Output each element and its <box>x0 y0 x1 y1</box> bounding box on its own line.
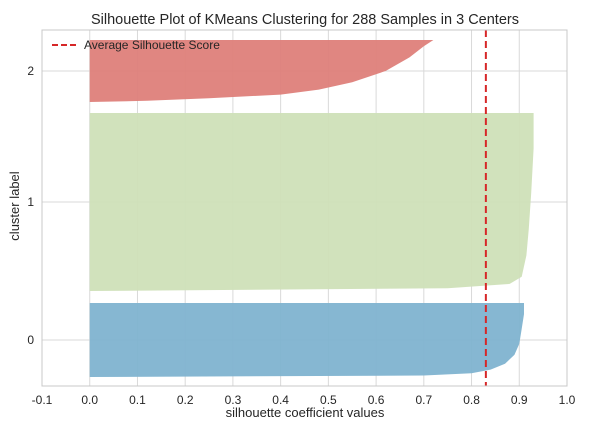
x-tick-label: 1.0 <box>559 393 576 407</box>
x-tick-label: 0.3 <box>225 393 242 407</box>
plot-border <box>41 29 568 387</box>
x-tick-label: 0.1 <box>129 393 146 407</box>
silhouette-cluster-0 <box>89 303 524 377</box>
plot-area: -0.1 0.0 0.1 0.2 0.3 0.4 0.5 0.6 0.7 0.8 0.9 1.0 0 1 2… <box>27 29 576 407</box>
x-axis-title: silhouette coefficient values <box>226 405 385 420</box>
legend-label: Average Silhouette Score <box>84 38 220 52</box>
legend: Average Silhouette Score <box>52 38 220 52</box>
silhouette-cluster-1 <box>89 113 534 291</box>
y-tick-label: 1 <box>27 195 34 209</box>
y-tick-label: 2 <box>27 64 34 78</box>
x-tick-label: 0.8 <box>463 393 480 407</box>
x-tick-label: 0.5 <box>320 393 337 407</box>
x-tick-label: 0.9 <box>511 393 528 407</box>
y-axis-title: cluster label <box>7 171 22 240</box>
x-tick-label: 0.0 <box>81 393 98 407</box>
x-tick-label: -0.1 <box>32 393 53 407</box>
silhouette-cluster-2 <box>89 40 434 102</box>
x-tick-label: 0.7 <box>415 393 432 407</box>
x-tick-label: 0.6 <box>368 393 385 407</box>
x-tick-label: 0.2 <box>177 393 194 407</box>
x-tick-label: 0.4 <box>272 393 289 407</box>
chart-title: Silhouette Plot of KMeans Clustering for… <box>91 12 519 28</box>
y-tick-label: 0 <box>27 333 34 347</box>
